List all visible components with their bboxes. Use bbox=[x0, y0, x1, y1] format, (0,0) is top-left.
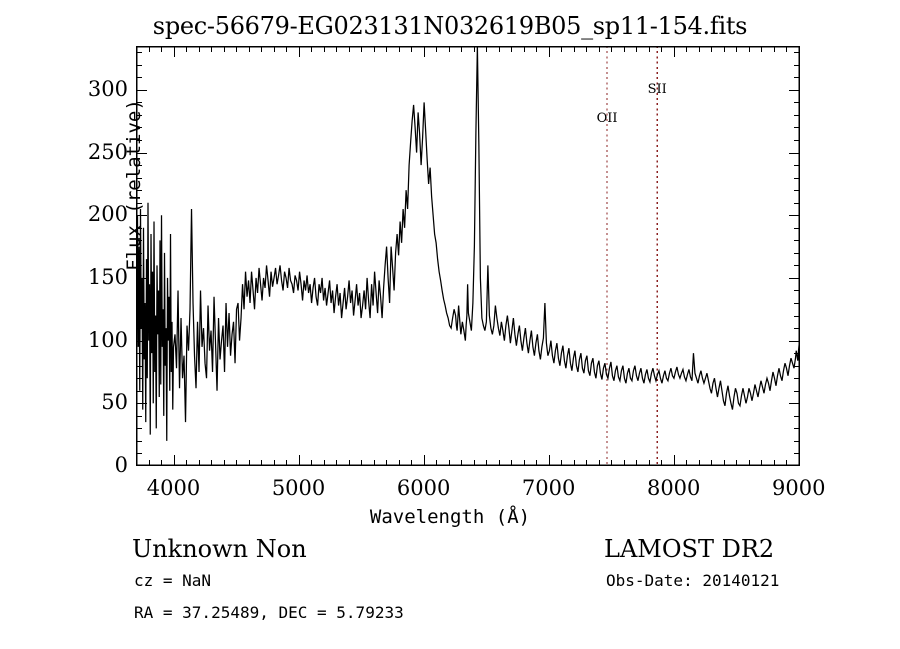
footer-coordinates: RA = 37.25489, DEC = 5.79233 bbox=[134, 603, 404, 622]
x-tick-label: 8000 bbox=[646, 476, 701, 500]
spectrum-svg bbox=[136, 46, 800, 466]
y-tick-label: 50 bbox=[101, 390, 128, 415]
footer-survey: LAMOST DR2 bbox=[604, 535, 775, 563]
footer-object-class: Unknown Non bbox=[132, 535, 307, 563]
y-axis-title: Flux (relative) bbox=[123, 99, 145, 271]
y-tick-label: 200 bbox=[87, 202, 128, 227]
x-axis-title: Wavelength (Å) bbox=[369, 506, 531, 528]
footer-obs-date: Obs-Date: 20140121 bbox=[606, 571, 780, 590]
x-tick-label: 6000 bbox=[396, 476, 451, 500]
y-tick-label: 300 bbox=[87, 76, 128, 101]
y-tick-label: 0 bbox=[114, 453, 128, 477]
y-tick-label: 100 bbox=[87, 327, 128, 352]
x-tick-label: 7000 bbox=[521, 476, 576, 500]
y-tick-label: 250 bbox=[87, 139, 128, 164]
plot-title: spec-56679-EG023131N032619B05_sp11-154.f… bbox=[152, 12, 748, 40]
x-tick-label: 4000 bbox=[146, 476, 201, 500]
x-tick-label: 5000 bbox=[271, 476, 326, 500]
y-tick-label: 150 bbox=[87, 264, 128, 289]
footer-cz: cz = NaN bbox=[134, 571, 212, 590]
spectral-line-label-sii: SII bbox=[647, 81, 667, 97]
plot-area bbox=[136, 46, 800, 466]
x-tick-label: 9000 bbox=[772, 476, 826, 500]
spectral-line-label-oii: OII bbox=[596, 111, 618, 127]
